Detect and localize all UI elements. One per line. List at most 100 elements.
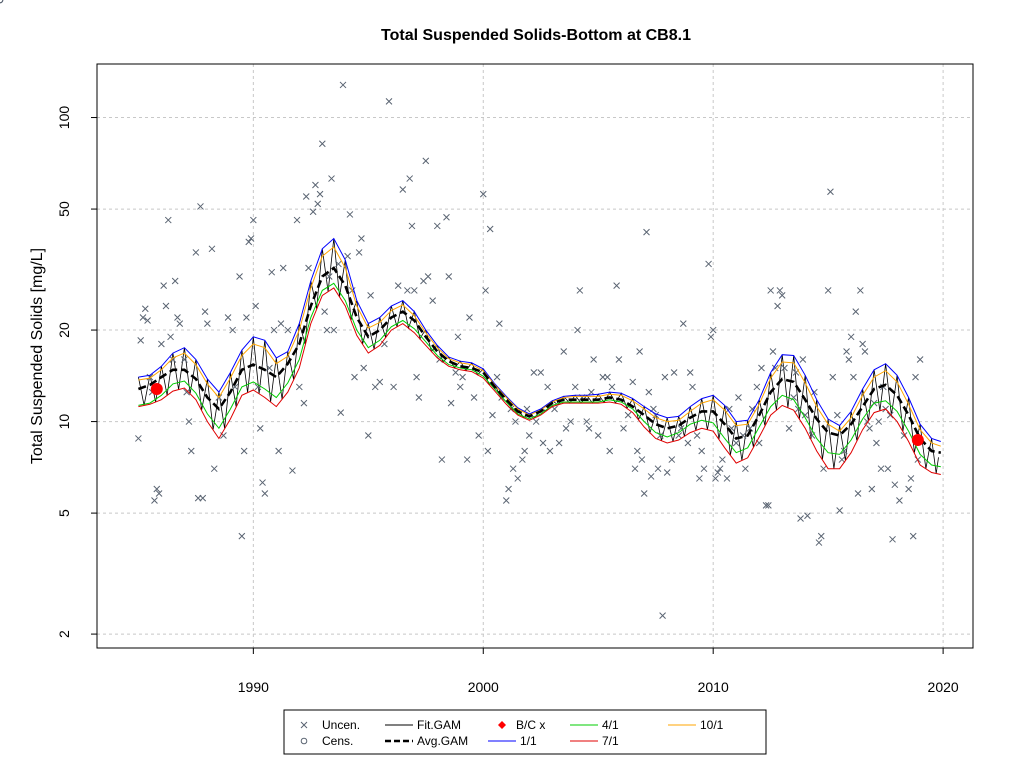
uncensored-point [583,418,591,425]
bc-endpoints [150,382,924,446]
uncensored-point [275,447,282,455]
uncensored-point [160,282,168,289]
uncensored-point [312,181,319,189]
uncensored-point [847,333,855,341]
uncensored-point [323,326,331,334]
uncensored-point [489,411,496,419]
uncensored-point [689,383,696,391]
uncensored-point [636,348,643,355]
uncensored-point [698,447,706,455]
series-line-s4 [138,282,941,468]
legend-label: 4/1 [602,718,619,732]
uncensored-point [670,369,678,376]
uncensored-point [909,532,917,540]
uncensored-point [339,81,347,89]
uncensored-point [390,383,397,391]
uncensored-point [916,356,924,363]
uncensored-point [912,373,919,381]
uncensored-point [555,439,563,447]
uncensored-point [624,411,632,419]
uncensored-point [185,418,193,425]
uncensored-point [562,424,570,432]
x-tick-label: 2010 [698,679,729,695]
uncensored-point [229,326,237,334]
uncensored-point [585,424,593,432]
uncensored-point [567,418,574,425]
uncensored-point [316,190,324,198]
uncensored-point [873,439,880,447]
uncensored-point [525,432,533,439]
legend-item-s1: 1/1 [488,734,537,748]
uncensored-point [394,282,402,289]
uncensored-point [836,507,843,514]
uncensored-point [135,435,142,442]
legend-label: 7/1 [602,734,619,748]
grid [97,64,973,648]
uncensored-point [829,373,837,381]
censored-points [0,0,4,4]
uncensored-point [725,405,733,413]
uncensored-point [459,373,466,381]
uncensored-point [640,490,648,497]
uncensored-point [838,456,846,463]
uncensored-point [705,260,712,268]
uncensored-point [571,383,579,391]
uncensored-point [137,336,145,344]
uncensored-point [594,432,602,439]
uncensored-point [360,364,368,372]
uncensored-point [889,535,896,543]
y-tick-label: 50 [56,201,72,217]
uncensored-point [305,264,312,272]
uncensored-point [144,317,151,324]
uncensored-point [762,502,770,509]
uncensored-point [643,228,650,236]
legend-label: Uncen. [322,718,360,732]
legend-box [283,709,767,755]
uncensored-point [709,326,717,334]
uncensored-point [208,245,216,253]
uncensored-point [794,405,802,413]
uncensored-point [256,424,264,432]
uncensored-point [785,424,793,432]
uncensored-point [295,383,303,391]
uncensored-point [410,287,418,294]
uncensored-point [325,273,333,280]
uncensored-point [719,456,726,463]
y-axis: 2 5 10 20 50 100 [56,106,97,638]
uncensored-point [479,190,487,198]
uncensored-point [247,235,255,242]
uncensored-point [486,225,494,233]
uncensored-point [539,439,547,447]
uncensored-point [615,356,623,363]
uncensored-point [413,373,420,381]
uncensored-point [470,394,478,401]
legend-item-s10: 10/1 [668,718,724,732]
uncensored-point [679,320,687,327]
uncensored-point [236,273,243,280]
uncensored-point [445,273,453,280]
legend-label: B/C x [516,718,545,732]
uncensored-point [318,140,326,148]
uncensored-point [309,208,317,216]
uncensored-point [433,222,441,230]
uncensored-point [155,490,163,497]
uncensored-point [546,447,554,455]
legend-label: Cens. [322,734,353,748]
uncensored-point [686,369,694,376]
uncensored-point [187,447,195,455]
uncensored-point [732,439,740,447]
uncensored-point [824,287,832,294]
uncensored-point [620,424,627,432]
uncensored-point [415,394,423,401]
x-tick-label: 2020 [928,679,959,695]
uncensored-point [629,378,637,386]
uncensored-point [158,340,165,348]
uncensored-point [817,532,825,540]
uncensored-point [512,418,519,425]
uncensored-point [153,485,161,493]
uncensored-point [875,418,883,425]
uncensored-point [162,302,170,310]
legend-label: Fit.GAM [417,718,461,732]
uncensored-point [877,465,885,473]
